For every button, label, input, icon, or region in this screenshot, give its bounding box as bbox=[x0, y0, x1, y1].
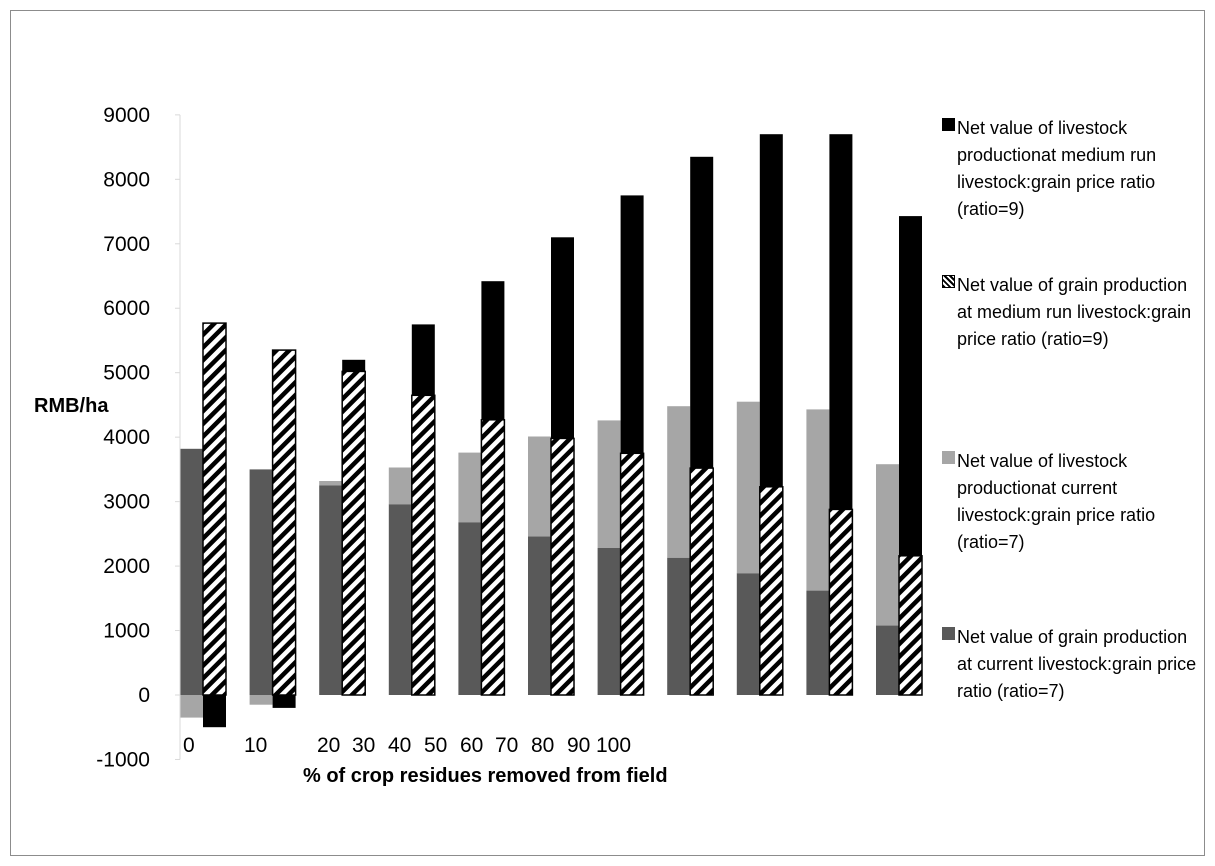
y-tick-label: 5000 bbox=[103, 362, 150, 385]
bar-grain-medium-50 bbox=[550, 437, 575, 696]
bar-grain-current-80 bbox=[736, 573, 760, 695]
legend-swatch-hatched bbox=[942, 275, 955, 288]
y-axis bbox=[175, 114, 181, 760]
bar-livestock-current-0 bbox=[180, 695, 203, 718]
legend-label: Net value of grain production at current… bbox=[957, 627, 1197, 701]
x-tick-label: 30 bbox=[352, 734, 375, 757]
bar-grain-medium-10 bbox=[271, 349, 297, 696]
x-tick-label: 40 bbox=[388, 734, 411, 757]
x-axis-title: % of crop residues removed from field bbox=[303, 765, 668, 787]
bar-grain-current-30 bbox=[388, 504, 412, 695]
bar-grain-medium-20 bbox=[341, 370, 366, 696]
y-tick-label: 2000 bbox=[103, 555, 150, 578]
bar-livestock-medium-0 bbox=[203, 695, 226, 728]
bar-livestock-current-60 bbox=[597, 420, 621, 548]
x-tick-label: 10 bbox=[244, 734, 267, 757]
bar-grain-current-60 bbox=[597, 548, 621, 695]
bar-livestock-medium-50 bbox=[551, 237, 574, 439]
bar-livestock-medium-60 bbox=[620, 195, 644, 454]
y-tick-labels: -1000 0 1000 2000 3000 4000 5000 6000 7000 8000 90… bbox=[96, 104, 150, 772]
bar-grain-medium-30 bbox=[411, 394, 436, 696]
x-tick-label: 20 bbox=[317, 734, 340, 757]
bar-grain-current-20 bbox=[319, 485, 343, 695]
x-tick-labels: 0 10 20 30 40 50 60 70 80 90 100 bbox=[183, 734, 631, 757]
y-axis-title: RMB/ha bbox=[34, 395, 109, 417]
bar-livestock-current-40 bbox=[458, 452, 482, 523]
bar-livestock-medium-80 bbox=[759, 134, 783, 487]
bar-grain-current-100 bbox=[876, 625, 899, 695]
y-tick-label: 1000 bbox=[103, 620, 150, 643]
legend-swatch-dark-gray bbox=[942, 627, 955, 640]
bar-grain-medium-90 bbox=[828, 508, 854, 696]
bar-livestock-medium-90 bbox=[829, 134, 853, 510]
bar-livestock-current-90 bbox=[806, 409, 830, 591]
y-tick-label: -1000 bbox=[96, 748, 150, 771]
bar-livestock-medium-70 bbox=[690, 156, 714, 469]
bar-grain-medium-40 bbox=[480, 419, 506, 696]
bar-grain-medium-100 bbox=[898, 555, 923, 696]
x-tick-label: 50 bbox=[424, 734, 447, 757]
bar-grain-current-50 bbox=[528, 536, 551, 695]
bar-grain-medium-80 bbox=[759, 486, 784, 696]
bar-livestock-current-30 bbox=[388, 467, 412, 505]
legend-swatch-black bbox=[942, 118, 955, 131]
x-tick-label: 60 bbox=[460, 734, 483, 757]
x-tick-label: 0 bbox=[183, 734, 195, 757]
bar-livestock-current-70 bbox=[667, 406, 691, 558]
legend-label: Net value of livestock productionat medi… bbox=[957, 118, 1157, 219]
bar-grain-current-0 bbox=[180, 448, 203, 695]
legend-swatch-light-gray bbox=[942, 451, 955, 464]
legend-label: Net value of livestock productionat curr… bbox=[957, 451, 1156, 552]
y-tick-label: 3000 bbox=[103, 491, 150, 514]
bar-livestock-medium-10 bbox=[272, 695, 296, 708]
bar-grain-medium-60 bbox=[619, 452, 645, 696]
bars-group bbox=[180, 134, 923, 728]
bar-grain-medium-70 bbox=[689, 467, 714, 696]
y-tick-label: 0 bbox=[138, 684, 150, 707]
bar-livestock-current-100 bbox=[876, 464, 899, 626]
x-tick-label: 90 bbox=[567, 734, 590, 757]
bar-livestock-current-80 bbox=[736, 401, 760, 574]
bar-livestock-current-10 bbox=[249, 695, 273, 705]
y-tick-label: 4000 bbox=[103, 426, 150, 449]
y-tick-label: 6000 bbox=[103, 297, 150, 320]
bar-livestock-medium-100 bbox=[899, 216, 922, 556]
bar-livestock-medium-20 bbox=[342, 359, 366, 372]
bar-livestock-medium-30 bbox=[411, 324, 435, 396]
bar-grain-current-70 bbox=[667, 557, 691, 695]
y-tick-label: 9000 bbox=[103, 104, 150, 127]
bar-grain-medium-0 bbox=[202, 322, 227, 696]
bar-livestock-medium-40 bbox=[481, 281, 505, 420]
y-tick-label: 8000 bbox=[103, 168, 150, 191]
x-tick-label: 80 bbox=[531, 734, 554, 757]
legend-label: Net value of grain production at medium … bbox=[957, 275, 1192, 349]
x-tick-label: 100 bbox=[596, 734, 631, 757]
bar-livestock-current-50 bbox=[528, 436, 551, 537]
bar-grain-current-40 bbox=[458, 522, 482, 695]
bar-livestock-current-20 bbox=[319, 481, 343, 486]
bar-grain-current-10 bbox=[249, 469, 273, 695]
x-tick-label: 70 bbox=[495, 734, 518, 757]
y-tick-label: 7000 bbox=[103, 233, 150, 256]
bar-grain-current-90 bbox=[806, 590, 830, 695]
